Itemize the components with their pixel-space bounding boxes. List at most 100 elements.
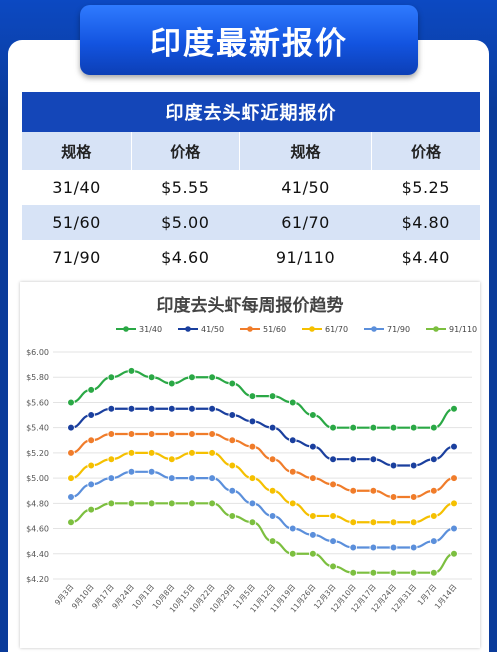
data-point — [288, 436, 297, 445]
table-row: 71/90 $4.60 91/110 $4.40 — [22, 240, 480, 275]
data-point — [147, 499, 156, 508]
data-point — [349, 518, 358, 527]
data-point — [268, 392, 277, 400]
data-point — [67, 518, 75, 527]
legend-marker — [371, 326, 377, 332]
data-point — [208, 449, 216, 457]
legend-label: 41/50 — [201, 325, 224, 334]
column-header-spec: 规格 — [239, 132, 373, 170]
data-point — [167, 430, 176, 438]
data-point — [329, 455, 337, 463]
data-point — [389, 568, 398, 577]
page-title: 印度最新报价 — [80, 5, 418, 75]
data-point — [430, 486, 438, 495]
data-point — [228, 379, 237, 388]
data-point — [409, 423, 418, 432]
data-point — [107, 373, 116, 382]
legend-label: 61/70 — [325, 325, 348, 334]
data-point — [127, 449, 136, 457]
data-point — [450, 549, 458, 558]
column-header-price: 价格 — [131, 132, 240, 170]
data-point — [67, 449, 75, 457]
data-point — [248, 417, 257, 426]
data-point — [228, 436, 237, 445]
y-tick-label: $5.00 — [26, 474, 49, 483]
data-point — [107, 474, 116, 482]
data-point — [450, 499, 458, 508]
legend-label: 31/40 — [139, 325, 162, 334]
data-point — [268, 537, 277, 545]
data-point — [329, 512, 337, 520]
y-tick-label: $5.60 — [26, 398, 49, 407]
data-point — [268, 512, 277, 520]
data-point — [87, 505, 95, 514]
data-point — [288, 499, 297, 508]
data-point — [409, 461, 418, 470]
y-tick-label: $4.20 — [26, 575, 49, 584]
chart-title: 印度去头虾每周报价趋势 — [157, 295, 344, 316]
table-cell: 31/40 — [52, 178, 101, 197]
data-point — [409, 518, 418, 527]
data-point — [349, 455, 358, 463]
table-row: 31/40 $5.55 41/50 $5.25 — [22, 170, 480, 205]
data-point — [188, 373, 196, 382]
chart-canvas: 印度去头虾每周报价趋势 $4.20 $4.40 $4.60 $4.80 $5.00 $5.2… — [26, 295, 477, 614]
data-point — [369, 455, 378, 463]
series-line — [70, 407, 455, 467]
data-point — [107, 499, 116, 508]
data-point — [188, 449, 196, 457]
column-header-spec: 规格 — [22, 132, 132, 170]
data-point — [309, 442, 317, 451]
table-cell: 91/110 — [275, 248, 336, 267]
data-point — [188, 430, 196, 438]
data-point — [67, 398, 75, 407]
data-point — [450, 442, 458, 451]
table-cell: $5.55 — [161, 178, 210, 197]
legend-marker — [123, 326, 129, 332]
data-point — [268, 423, 277, 432]
data-point — [349, 543, 358, 552]
data-point — [389, 461, 398, 470]
data-point — [248, 474, 257, 482]
data-point — [288, 398, 297, 407]
data-point — [329, 562, 337, 571]
data-point — [228, 461, 237, 470]
data-point — [349, 423, 358, 432]
data-point — [389, 518, 398, 527]
data-point — [309, 531, 317, 539]
y-tick-label: $6.00 — [26, 348, 49, 357]
data-point — [147, 449, 156, 457]
table-cell: $4.80 — [371, 205, 480, 240]
legend-label: 71/90 — [387, 325, 410, 334]
data-point — [430, 512, 438, 520]
data-point — [167, 499, 176, 508]
data-point — [228, 512, 237, 520]
data-point — [147, 404, 156, 413]
data-point — [369, 568, 378, 577]
data-point — [369, 423, 378, 432]
price-table-header: 规格 价格 规格 价格 — [22, 132, 480, 170]
data-point — [430, 455, 438, 463]
legend-marker — [247, 326, 253, 332]
legend-label: 91/110 — [449, 325, 477, 334]
data-point — [147, 373, 156, 382]
data-point — [248, 392, 257, 400]
y-tick-label: $5.20 — [26, 449, 49, 458]
data-point — [268, 486, 277, 495]
y-tick-label: $4.80 — [26, 499, 49, 508]
table-cell: 51/60 — [22, 205, 132, 240]
data-point — [188, 499, 196, 508]
data-point — [228, 411, 237, 419]
data-point — [87, 480, 95, 489]
data-point — [167, 379, 176, 388]
data-point — [87, 411, 95, 419]
data-point — [107, 404, 116, 413]
data-point — [450, 404, 458, 413]
data-point — [127, 367, 136, 375]
table-cell: 71/90 — [52, 248, 101, 267]
data-point — [147, 468, 156, 476]
data-point — [87, 436, 95, 445]
table-cell: $5.00 — [131, 205, 240, 240]
data-point — [147, 430, 156, 438]
data-point — [389, 493, 398, 501]
